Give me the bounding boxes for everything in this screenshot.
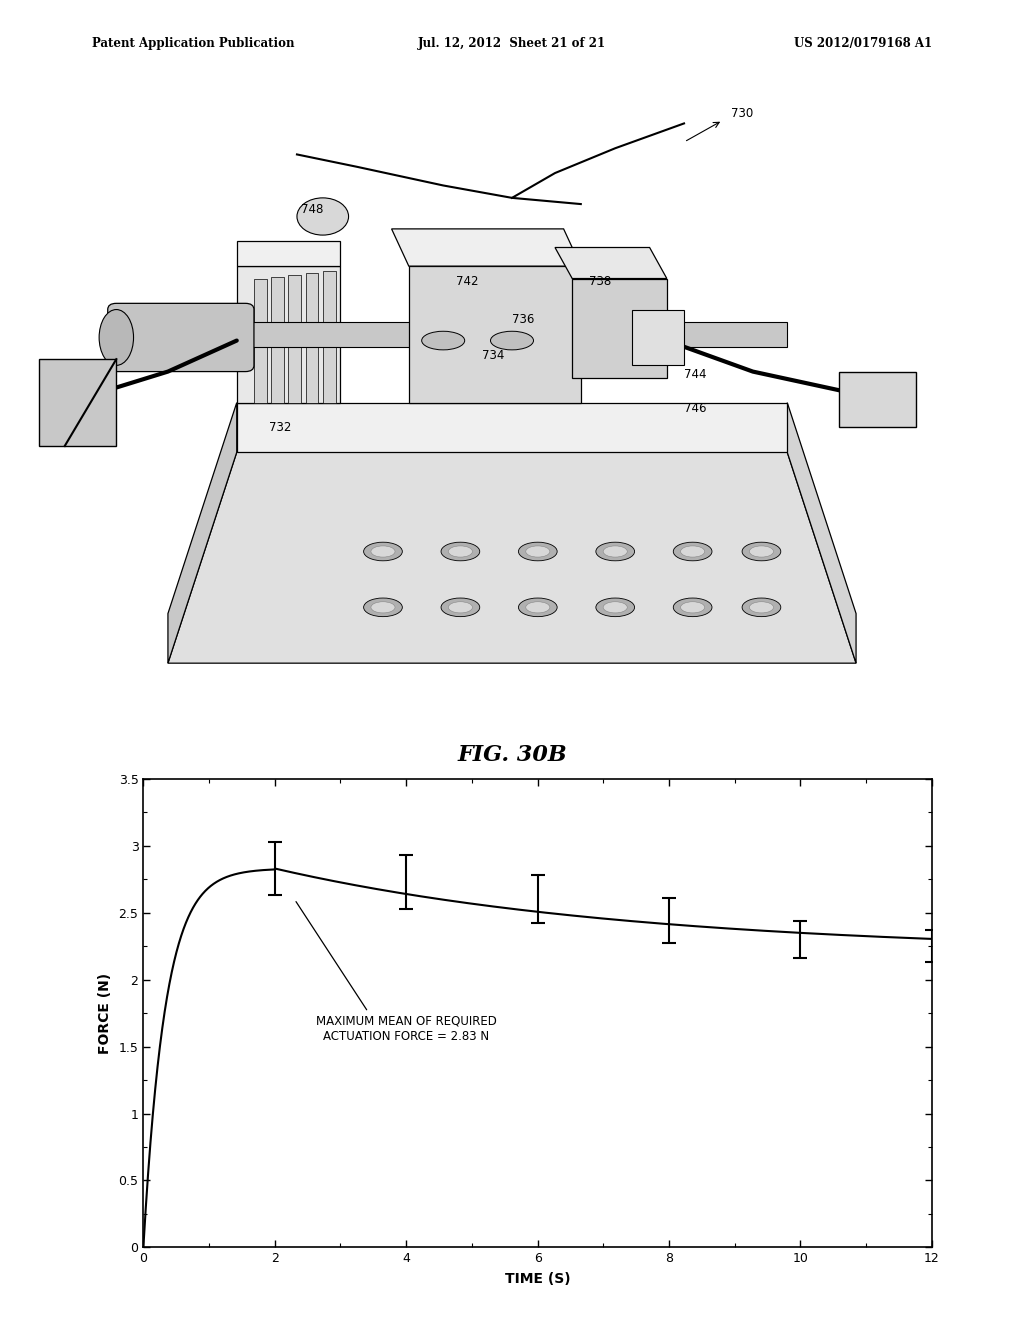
Text: 744: 744 <box>684 368 707 380</box>
Ellipse shape <box>441 598 479 616</box>
Ellipse shape <box>603 602 628 612</box>
Polygon shape <box>168 453 856 663</box>
Polygon shape <box>633 309 684 366</box>
Ellipse shape <box>297 198 348 235</box>
Polygon shape <box>237 267 340 403</box>
Ellipse shape <box>371 602 395 612</box>
Ellipse shape <box>750 546 773 557</box>
Ellipse shape <box>603 546 628 557</box>
Ellipse shape <box>364 598 402 616</box>
Ellipse shape <box>525 602 550 612</box>
Polygon shape <box>787 403 856 663</box>
Ellipse shape <box>742 598 781 616</box>
Polygon shape <box>409 267 581 403</box>
Text: 736: 736 <box>512 313 535 326</box>
Polygon shape <box>391 228 581 267</box>
Polygon shape <box>305 273 318 403</box>
Ellipse shape <box>518 598 557 616</box>
Polygon shape <box>572 279 667 378</box>
Ellipse shape <box>681 602 705 612</box>
Ellipse shape <box>449 546 472 557</box>
Ellipse shape <box>596 598 635 616</box>
FancyBboxPatch shape <box>237 322 787 347</box>
Text: Patent Application Publication: Patent Application Publication <box>92 37 295 50</box>
Ellipse shape <box>364 543 402 561</box>
Ellipse shape <box>518 543 557 561</box>
Polygon shape <box>289 275 301 403</box>
Text: MAXIMUM MEAN OF REQUIRED
ACTUATION FORCE = 2.83 N: MAXIMUM MEAN OF REQUIRED ACTUATION FORCE… <box>296 902 497 1043</box>
Text: Jul. 12, 2012  Sheet 21 of 21: Jul. 12, 2012 Sheet 21 of 21 <box>418 37 606 50</box>
Polygon shape <box>271 277 284 403</box>
Text: 734: 734 <box>482 350 504 362</box>
Y-axis label: FORCE (N): FORCE (N) <box>97 973 112 1053</box>
Ellipse shape <box>596 543 635 561</box>
Text: 746: 746 <box>684 401 707 414</box>
Ellipse shape <box>681 546 705 557</box>
Text: 742: 742 <box>456 275 478 288</box>
Ellipse shape <box>673 543 712 561</box>
Text: 738: 738 <box>590 275 611 288</box>
Text: FIG. 30B: FIG. 30B <box>457 743 567 766</box>
Ellipse shape <box>490 331 534 350</box>
Text: 748: 748 <box>301 203 324 216</box>
Ellipse shape <box>449 602 472 612</box>
Ellipse shape <box>750 602 773 612</box>
Ellipse shape <box>525 546 550 557</box>
Ellipse shape <box>371 546 395 557</box>
Polygon shape <box>39 359 117 446</box>
Ellipse shape <box>99 310 133 366</box>
Polygon shape <box>839 372 916 428</box>
Polygon shape <box>237 242 340 267</box>
Text: 732: 732 <box>269 421 292 433</box>
Ellipse shape <box>441 543 479 561</box>
Text: US 2012/0179168 A1: US 2012/0179168 A1 <box>794 37 932 50</box>
Polygon shape <box>237 403 787 453</box>
Polygon shape <box>254 279 267 403</box>
X-axis label: TIME (S): TIME (S) <box>505 1272 570 1286</box>
Text: 730: 730 <box>731 107 754 120</box>
FancyBboxPatch shape <box>108 304 254 372</box>
Ellipse shape <box>673 598 712 616</box>
Polygon shape <box>323 271 336 403</box>
Ellipse shape <box>742 543 781 561</box>
Polygon shape <box>555 248 667 279</box>
Ellipse shape <box>422 331 465 350</box>
Polygon shape <box>168 403 237 663</box>
